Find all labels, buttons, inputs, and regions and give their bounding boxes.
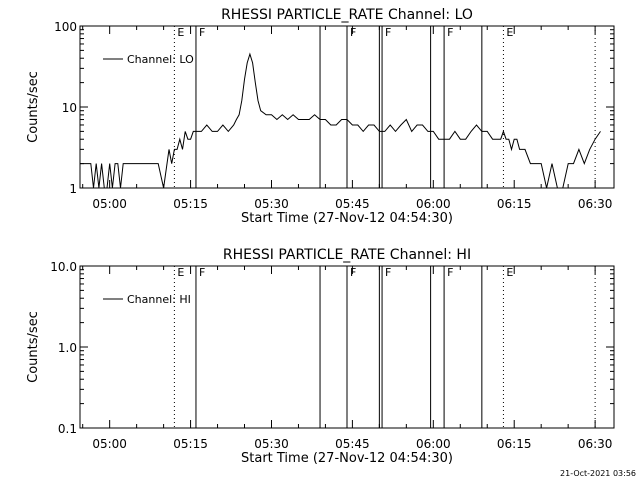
event-marker-label: F (199, 266, 205, 279)
x-tick-label: 05:00 (92, 197, 127, 211)
event-marker-label: E (506, 266, 513, 279)
x-axis-label: Start Time (27-Nov-12 04:54:30) (241, 451, 453, 466)
x-tick-label: 05:45 (335, 437, 370, 451)
y-axis-label: Counts/sec (26, 311, 41, 383)
event-marker-label: E (177, 266, 184, 279)
x-tick-label: 06:15 (497, 437, 532, 451)
chart-title: RHESSI PARTICLE_RATE Channel: HI (223, 247, 471, 263)
y-tick-label: 1 (69, 182, 77, 196)
event-marker-label: F (199, 26, 205, 39)
y-tick-label: 10 (62, 101, 77, 115)
x-tick-label: 06:15 (497, 197, 532, 211)
event-marker-label: F (447, 266, 453, 279)
y-tick-label: 100 (54, 20, 77, 34)
event-marker-label: E (506, 26, 513, 39)
legend-label: Channel: HI (127, 293, 191, 306)
x-tick-label: 05:15 (173, 437, 208, 451)
event-marker-label: E (177, 26, 184, 39)
event-marker-label: F (350, 266, 356, 279)
x-tick-label: 05:15 (173, 197, 208, 211)
x-tick-label: 06:00 (416, 197, 451, 211)
event-marker-label: F (350, 26, 356, 39)
y-tick-label: 0.1 (58, 422, 77, 436)
x-tick-label: 06:00 (416, 437, 451, 451)
event-marker-label: F (385, 266, 391, 279)
x-tick-label: 06:30 (578, 197, 613, 211)
y-axis-label: Counts/sec (26, 71, 41, 143)
legend-label: Channel: LO (127, 53, 194, 66)
footer-date: 21-Oct-2021 03:56 (560, 469, 636, 478)
legend: Channel: HI (103, 293, 191, 306)
x-tick-label: 05:00 (92, 437, 127, 451)
chart-panel-lo: RHESSI PARTICLE_RATE Channel: LO 1 10 100 Co… (26, 7, 615, 226)
x-tick-label: 06:30 (578, 437, 613, 451)
chart-title: RHESSI PARTICLE_RATE Channel: LO (221, 7, 473, 23)
x-tick-label: 05:30 (254, 437, 289, 451)
legend: Channel: LO (103, 53, 194, 66)
series-line (80, 52, 601, 189)
x-axis-label: Start Time (27-Nov-12 04:54:30) (241, 211, 453, 226)
x-tick-label: 05:45 (335, 197, 370, 211)
event-marker-label: F (385, 26, 391, 39)
x-tick-label: 05:30 (254, 197, 289, 211)
event-marker-label: F (447, 26, 453, 39)
y-tick-label: 10.0 (50, 260, 77, 274)
y-tick-label: 1.0 (58, 341, 77, 355)
chart-panel-hi: RHESSI PARTICLE_RATE Channel: HI 0.1 1.0 10… (26, 247, 615, 466)
